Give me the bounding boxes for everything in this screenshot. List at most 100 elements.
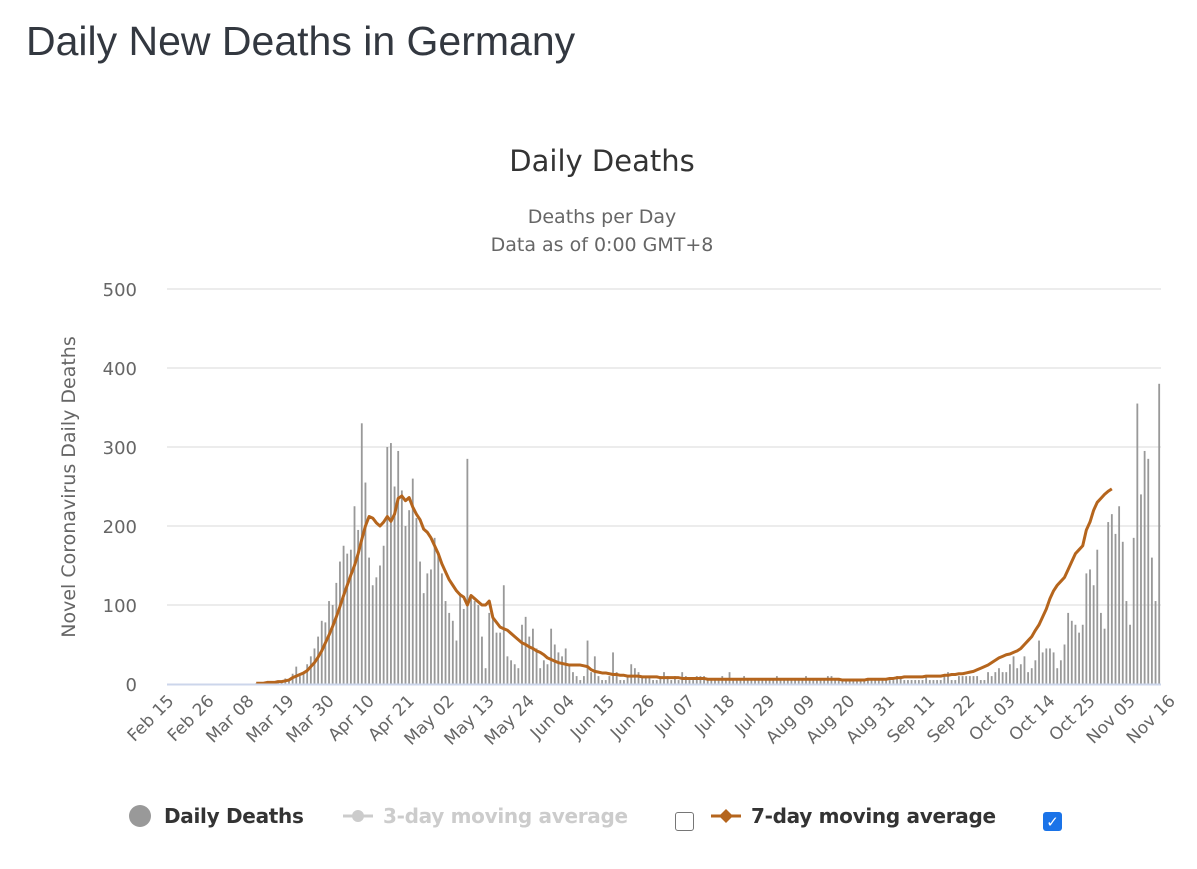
bar-daily-deaths[interactable] [641, 676, 644, 684]
bar-daily-deaths[interactable] [579, 680, 582, 684]
bar-daily-deaths[interactable] [572, 672, 574, 684]
bar-daily-deaths[interactable] [495, 632, 498, 684]
bar-daily-deaths[interactable] [342, 545, 345, 684]
bar-daily-deaths[interactable] [513, 664, 516, 684]
bar-daily-deaths[interactable] [870, 680, 873, 684]
bar-daily-deaths[interactable] [1136, 403, 1139, 684]
bar-daily-deaths[interactable] [917, 680, 920, 684]
bar-daily-deaths[interactable] [1132, 537, 1135, 684]
bar-daily-deaths[interactable] [368, 557, 370, 684]
bar-daily-deaths[interactable] [1056, 668, 1059, 684]
bar-daily-deaths[interactable] [462, 608, 465, 684]
bar-daily-deaths[interactable] [528, 636, 531, 684]
bar-daily-deaths[interactable] [317, 636, 320, 684]
bar-daily-deaths[interactable] [586, 640, 589, 684]
bar-daily-deaths[interactable] [961, 676, 964, 684]
bar-daily-deaths[interactable] [604, 680, 607, 684]
bar-daily-deaths[interactable] [437, 553, 440, 684]
bar-daily-deaths[interactable] [703, 676, 705, 684]
bar-daily-deaths[interactable] [998, 668, 1000, 684]
bar-daily-deaths[interactable] [491, 616, 494, 684]
bar-daily-deaths[interactable] [885, 680, 888, 684]
bar-daily-deaths[interactable] [360, 423, 363, 684]
bar-daily-deaths[interactable] [346, 553, 349, 684]
bar-daily-deaths[interactable] [1107, 522, 1110, 684]
bar-daily-deaths[interactable] [914, 680, 917, 684]
bar-daily-deaths[interactable] [750, 680, 753, 684]
bar-daily-deaths[interactable] [597, 676, 600, 684]
bar-daily-deaths[interactable] [1096, 549, 1099, 684]
bar-daily-deaths[interactable] [612, 652, 614, 684]
bar-daily-deaths[interactable] [400, 490, 403, 684]
bar-daily-deaths[interactable] [1100, 612, 1102, 684]
bar-daily-deaths[interactable] [357, 529, 360, 684]
bar-daily-deaths[interactable] [899, 676, 902, 684]
bar-daily-deaths[interactable] [812, 680, 815, 684]
bar-daily-deaths[interactable] [557, 652, 560, 684]
bar-daily-deaths[interactable] [444, 601, 447, 684]
bar-daily-deaths[interactable] [1049, 648, 1051, 684]
bar-daily-deaths[interactable] [302, 672, 305, 684]
bar-daily-deaths[interactable] [353, 506, 356, 684]
bar-daily-deaths[interactable] [928, 680, 931, 684]
bar-daily-deaths[interactable] [881, 680, 884, 684]
bar-daily-deaths[interactable] [958, 676, 960, 684]
bar-daily-deaths[interactable] [666, 676, 669, 684]
bar-daily-deaths[interactable] [677, 680, 680, 684]
bar-daily-deaths[interactable] [451, 620, 454, 684]
bar-daily-deaths[interactable] [553, 644, 556, 685]
bar-daily-deaths[interactable] [699, 676, 702, 684]
bar-daily-deaths[interactable] [488, 612, 491, 684]
bar-daily-deaths[interactable] [866, 680, 869, 684]
bar-daily-deaths[interactable] [1081, 624, 1084, 684]
bar-daily-deaths[interactable] [328, 601, 330, 684]
bar-daily-deaths[interactable] [724, 680, 727, 684]
checkbox-7day-average[interactable]: ✓ [1043, 812, 1062, 831]
bar-daily-deaths[interactable] [306, 664, 309, 684]
bar-daily-deaths[interactable] [298, 676, 301, 684]
bar-daily-deaths[interactable] [582, 676, 585, 684]
bar-daily-deaths[interactable] [877, 680, 880, 684]
bar-daily-deaths[interactable] [575, 676, 578, 684]
bar-daily-deaths[interactable] [765, 680, 767, 684]
bar-daily-deaths[interactable] [714, 680, 716, 684]
bar-daily-deaths[interactable] [542, 660, 545, 684]
bar-daily-deaths[interactable] [903, 680, 906, 684]
legend-item-7day-average[interactable]: 7-day moving average [711, 804, 996, 828]
bar-daily-deaths[interactable] [790, 680, 793, 684]
bar-daily-deaths[interactable] [1059, 660, 1062, 684]
bar-daily-deaths[interactable] [481, 636, 483, 684]
bar-daily-deaths[interactable] [288, 680, 290, 684]
bar-daily-deaths[interactable] [568, 664, 571, 684]
bar-daily-deaths[interactable] [808, 680, 811, 684]
bar-daily-deaths[interactable] [761, 680, 764, 684]
bar-daily-deaths[interactable] [626, 676, 629, 684]
bar-daily-deaths[interactable] [466, 458, 469, 684]
bar-daily-deaths[interactable] [1114, 533, 1117, 684]
bar-daily-deaths[interactable] [692, 680, 695, 684]
bar-daily-deaths[interactable] [954, 680, 957, 684]
bar-daily-deaths[interactable] [939, 680, 942, 684]
bar-daily-deaths[interactable] [550, 628, 553, 684]
bar-daily-deaths[interactable] [863, 680, 866, 684]
bar-daily-deaths[interactable] [670, 680, 673, 684]
bar-daily-deaths[interactable] [386, 447, 389, 684]
legend-item-3day-average[interactable]: 3-day moving average [343, 804, 628, 828]
bar-daily-deaths[interactable] [1150, 557, 1153, 684]
bar-daily-deaths[interactable] [834, 680, 837, 684]
bar-daily-deaths[interactable] [735, 680, 738, 684]
bar-daily-deaths[interactable] [448, 612, 451, 684]
bar-daily-deaths[interactable] [1027, 672, 1030, 684]
bar-daily-deaths[interactable] [546, 664, 549, 684]
bar-daily-deaths[interactable] [375, 577, 378, 684]
bar-daily-deaths[interactable] [968, 676, 971, 684]
bar-daily-deaths[interactable] [652, 680, 654, 684]
bar-daily-deaths[interactable] [349, 549, 352, 684]
bar-daily-deaths[interactable] [1140, 494, 1142, 684]
bar-daily-deaths[interactable] [470, 597, 472, 684]
bar-daily-deaths[interactable] [371, 585, 374, 684]
bar-daily-deaths[interactable] [994, 672, 997, 684]
bar-daily-deaths[interactable] [717, 680, 720, 684]
bar-daily-deaths[interactable] [1034, 660, 1037, 684]
bar-daily-deaths[interactable] [364, 482, 367, 684]
